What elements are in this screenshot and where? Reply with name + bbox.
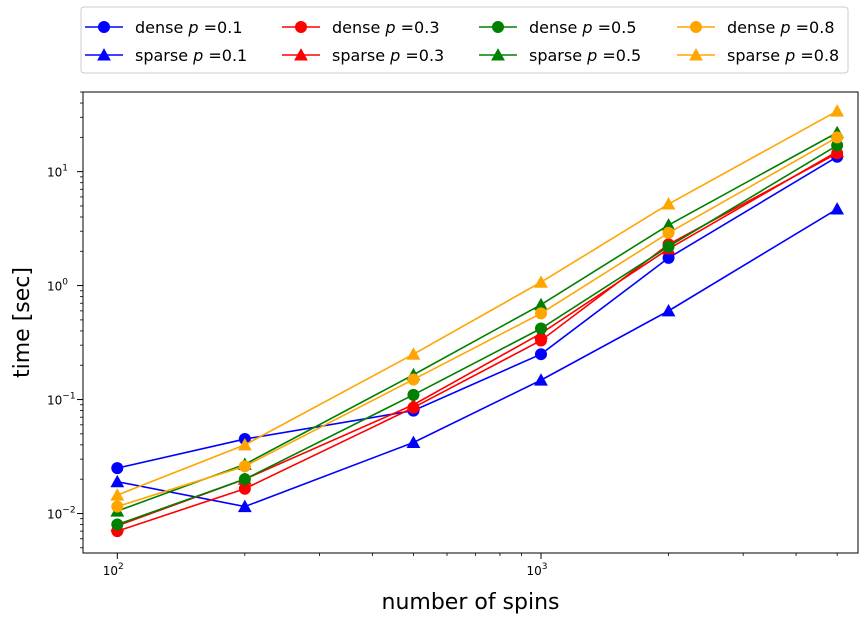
legend-label: sparse p =0.8 [727,46,839,65]
legend-marker-triangle [97,48,111,61]
axis-ticks: 102 103 10−2 10−1 100 101 [47,91,838,578]
data-point-circle [534,307,547,320]
legend-label: dense p =0.3 [332,18,440,37]
data-point-triangle [534,373,548,386]
data-point-triangle [830,104,845,117]
legend-label: dense p =0.1 [135,18,243,37]
series-line [117,144,838,526]
data-point-circle [111,462,124,475]
x-axis-label: number of spins [382,590,560,615]
legend-label: sparse p =0.3 [332,46,444,65]
data-point-circle [662,240,675,253]
y-axis-label: time [sec] [10,267,35,378]
data-point-circle [831,131,844,144]
y-tick-label: 101 [47,164,68,180]
x-tick-label: 103 [526,562,547,578]
data-point-triangle [237,499,252,513]
series-line [117,150,838,527]
data-point-triangle [534,275,548,288]
series-3 [111,147,844,538]
data-point-triangle [237,437,252,451]
data-point-circle [534,322,547,335]
legend-item: dense p =0.5 [479,18,637,37]
series-layer [110,104,845,538]
legend-label: dense p =0.5 [529,18,637,37]
series-7 [111,131,844,513]
data-point-circle [238,482,251,495]
series-2 [110,202,845,513]
series-line [117,131,838,512]
y-tick-label: 10−1 [47,392,76,408]
legend-marker-circle [295,21,307,33]
data-point-circle [238,473,251,486]
series-8 [110,104,845,501]
legend-label: sparse p =0.1 [135,46,247,65]
data-point-triangle [661,218,676,231]
data-point-triangle [534,297,548,311]
legend-marker-triangle [294,48,308,61]
series-5 [111,139,844,531]
legend-item: dense p =0.1 [85,18,243,37]
legend-label: dense p =0.8 [727,18,835,37]
data-point-triangle [661,197,676,210]
data-point-circle [407,373,420,386]
data-point-triangle [110,474,125,488]
legend: dense p =0.1 sparse p =0.1 dense p =0.3 spa… [80,6,849,74]
series-line [117,208,838,508]
data-point-triangle [830,202,845,215]
plot-area [82,91,859,554]
data-point-circle [238,460,251,473]
data-point-circle [662,251,675,264]
data-point-triangle [406,347,421,360]
legend-marker-circle [98,21,110,33]
legend-box [80,6,849,74]
data-point-triangle [110,488,125,501]
legend-item: sparse p =0.3 [282,46,444,65]
x-tick-label: 102 [103,562,124,578]
legend-item: dense p =0.8 [677,18,835,37]
y-tick-label: 100 [47,278,68,294]
legend-item: sparse p =0.5 [479,46,641,65]
legend-item: dense p =0.3 [282,18,440,37]
series-line [117,136,838,508]
series-6 [110,125,845,517]
legend-item: sparse p =0.1 [85,46,247,65]
series-line [116,110,838,496]
legend-item: sparse p =0.8 [677,46,839,65]
data-point-circle [111,500,124,513]
legend-marker-triangle [491,48,505,61]
legend-marker-circle [492,21,504,33]
y-tick-label: 10−2 [47,505,76,521]
data-point-circle [534,348,547,361]
series-1 [111,150,844,475]
data-point-circle [407,388,420,401]
data-point-triangle [406,435,421,448]
legend-marker-triangle [689,48,703,61]
legend-label: sparse p =0.5 [529,46,641,65]
series-line [117,156,838,469]
data-point-circle [662,226,675,239]
legend-marker-circle [690,21,702,33]
data-point-triangle [661,303,676,317]
data-point-triangle [406,397,421,411]
data-point-circle [111,518,124,531]
